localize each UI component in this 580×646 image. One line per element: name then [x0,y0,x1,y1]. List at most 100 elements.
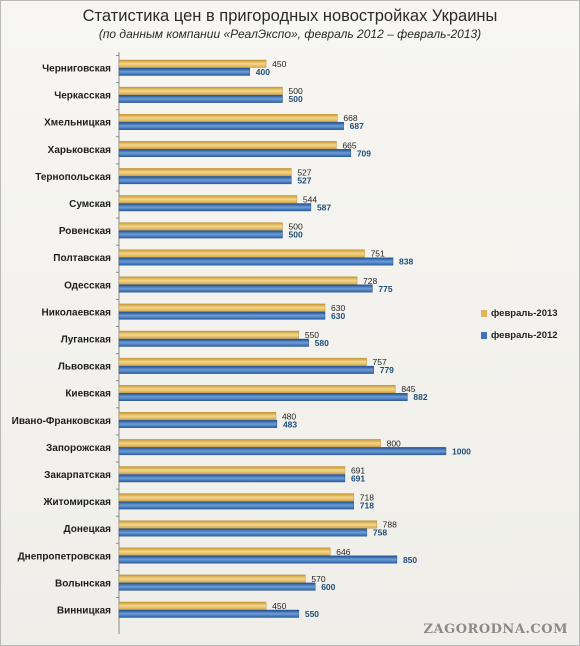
legend-swatch [481,309,487,317]
data-label: 500 [289,94,303,104]
bar-2013 [118,86,283,95]
category-label: Донецкая [63,524,111,535]
data-label: 400 [256,67,270,77]
bar-2013 [118,59,267,68]
data-label: 580 [315,338,329,348]
data-label: 691 [351,466,365,476]
category-label: Одесская [64,280,111,291]
legend-item: февраль-2013 [481,302,558,324]
bar-2012 [118,67,251,76]
category-label: Николаевская [42,307,112,318]
data-label: 757 [373,357,387,367]
bar-2012 [118,528,368,537]
data-label: 480 [282,411,296,421]
category-label: Львовская [58,362,111,373]
bar-2013 [118,113,338,122]
data-label: 1000 [452,446,471,456]
category-label: Киевская [65,389,111,400]
data-label: 788 [383,520,397,530]
data-label: 691 [351,474,365,484]
bar-2013 [118,412,277,420]
bar-2013 [118,249,365,258]
bar-2012 [118,555,398,564]
bar-2012 [118,230,283,239]
bar-2012 [118,501,354,510]
bar-2012 [118,94,283,103]
bar-2013 [118,276,358,285]
bar-2013 [118,222,283,231]
data-label: 687 [350,121,364,131]
data-label: 728 [363,276,377,286]
data-label: 882 [413,392,427,402]
data-label: 775 [378,284,392,294]
data-label: 450 [272,601,286,611]
bar-2012 [118,311,326,320]
data-label: 450 [272,59,286,69]
bar-2012 [118,284,373,293]
data-label: 779 [380,365,394,375]
bar-2012 [118,176,292,185]
category-label: Харьковская [48,145,111,156]
bar-2013 [118,330,300,339]
data-label: 500 [289,222,303,232]
bar-2013 [118,520,377,529]
data-label: 483 [283,419,297,429]
bar-2012 [118,447,447,456]
bar-2013 [118,357,367,366]
category-label: Волынская [55,578,111,589]
category-label: Ивано-Франковская [12,416,111,427]
category-label: Житомирская [42,497,111,508]
bar-2013 [118,303,326,312]
bar-2013 [118,493,354,502]
data-label: 646 [336,547,350,557]
legend-item: февраль-2012 [481,324,558,346]
bar-2013 [118,601,267,610]
bar-2013 [118,439,381,448]
chart-title: Статистика цен в пригородных новостройка… [82,7,498,25]
data-label: 751 [371,249,385,259]
bar-2012 [118,149,352,158]
data-label: 500 [289,86,303,96]
data-label: 587 [317,203,331,213]
data-label: 550 [305,330,319,340]
data-label: 709 [357,148,371,158]
data-label: 527 [297,175,311,185]
chart-subtitle: (по данным компании «РеалЭкспо», февраль… [98,27,482,41]
legend-label: февраль-2013 [491,307,558,319]
bar-2012 [118,257,394,266]
category-label: Тернопольская [35,172,111,183]
legend: февраль-2013 февраль-2012 [481,302,558,346]
bar-2013 [118,141,337,150]
watermark: ZAGORODNA.COM [423,622,568,637]
bar-2013 [118,195,298,204]
category-label: Полтавская [53,253,111,264]
data-label: 800 [387,438,401,448]
data-label: 718 [360,493,374,503]
bar-2013 [118,466,346,475]
category-label: Сумская [69,199,111,210]
data-label: 544 [303,195,317,205]
category-label: Запорожская [46,443,111,454]
data-label: 550 [305,609,319,619]
category-label: Луганская [61,335,111,346]
data-label: 630 [331,311,345,321]
data-label: 600 [321,582,335,592]
data-label: 838 [399,257,413,267]
data-label: 665 [342,140,356,150]
data-label: 718 [360,501,374,511]
data-label: 500 [289,230,303,240]
legend-swatch [481,331,487,339]
data-label: 845 [401,384,415,394]
bar-2013 [118,168,292,177]
legend-label: февраль-2012 [491,329,558,341]
data-label: 630 [331,303,345,313]
bar-2012 [118,365,374,374]
category-label: Черкасская [54,91,111,102]
bar-2013 [118,547,331,556]
category-label: Винницкая [57,606,111,617]
data-label: 570 [311,574,325,584]
bar-2012 [118,121,344,130]
data-label: 527 [297,167,311,177]
